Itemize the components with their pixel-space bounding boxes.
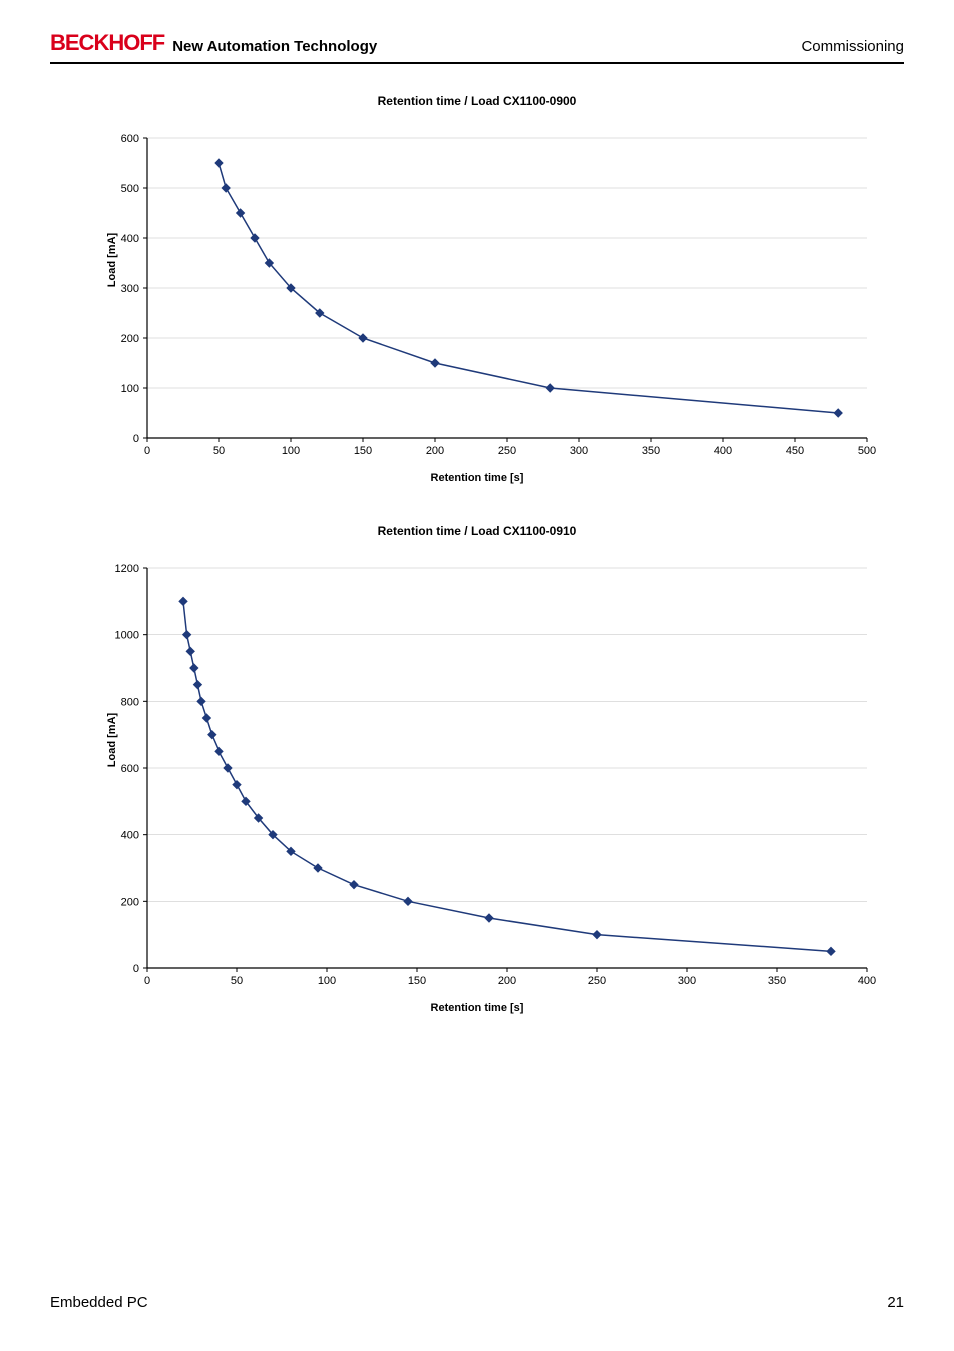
svg-text:300: 300 [570,445,588,457]
chart-2-ylabel: Load [mA] [106,713,118,767]
svg-text:50: 50 [231,975,243,987]
beckhoff-logo: BECKHOFF [50,30,164,56]
chart-2-container: Retention time / Load CX1100-0910 Load [… [97,524,857,1014]
chart-1-title: Retention time / Load CX1100-0900 [97,94,857,108]
svg-text:150: 150 [408,975,426,987]
svg-text:250: 250 [588,975,606,987]
svg-text:400: 400 [121,830,139,842]
chart-1-xlabel: Retention time [s] [97,472,857,484]
svg-text:200: 200 [121,896,139,908]
svg-text:300: 300 [678,975,696,987]
svg-text:600: 600 [121,133,139,145]
section-label: Commissioning [801,38,904,56]
svg-text:0: 0 [133,433,139,445]
svg-text:200: 200 [498,975,516,987]
chart-2-title: Retention time / Load CX1100-0910 [97,524,857,538]
chart-1-ylabel: Load [mA] [106,233,118,287]
svg-text:1000: 1000 [115,630,139,642]
svg-text:250: 250 [498,445,516,457]
footer-left: Embedded PC [50,1294,148,1311]
chart-1-container: Retention time / Load CX1100-0900 Load [… [97,94,857,484]
svg-text:0: 0 [133,963,139,975]
header-left: BECKHOFF New Automation Technology [50,30,377,56]
svg-text:1200: 1200 [115,563,139,575]
svg-text:800: 800 [121,696,139,708]
svg-text:350: 350 [768,975,786,987]
svg-text:450: 450 [786,445,804,457]
page-header: BECKHOFF New Automation Technology Commi… [50,30,904,64]
svg-text:200: 200 [121,333,139,345]
page-footer: Embedded PC 21 [50,1294,904,1311]
svg-text:0: 0 [144,975,150,987]
svg-text:50: 50 [213,445,225,457]
footer-right: 21 [887,1294,904,1311]
svg-text:400: 400 [121,233,139,245]
svg-text:350: 350 [642,445,660,457]
svg-text:200: 200 [426,445,444,457]
svg-text:600: 600 [121,763,139,775]
svg-text:100: 100 [318,975,336,987]
chart-2-xlabel: Retention time [s] [97,1002,857,1014]
svg-text:300: 300 [121,283,139,295]
svg-text:100: 100 [121,383,139,395]
svg-text:500: 500 [858,445,876,457]
svg-text:150: 150 [354,445,372,457]
svg-text:500: 500 [121,183,139,195]
svg-text:100: 100 [282,445,300,457]
chart-1-svg: 0 100 200 300 400 500 600 0 50 100 150 200 250 300 350… [97,128,877,468]
tagline: New Automation Technology [172,38,377,56]
chart-2-svg: 0 200 400 600 800 1000 1200 0 50 100 150 200 250 300 3… [97,558,877,998]
svg-text:400: 400 [858,975,876,987]
svg-text:0: 0 [144,445,150,457]
svg-text:400: 400 [714,445,732,457]
